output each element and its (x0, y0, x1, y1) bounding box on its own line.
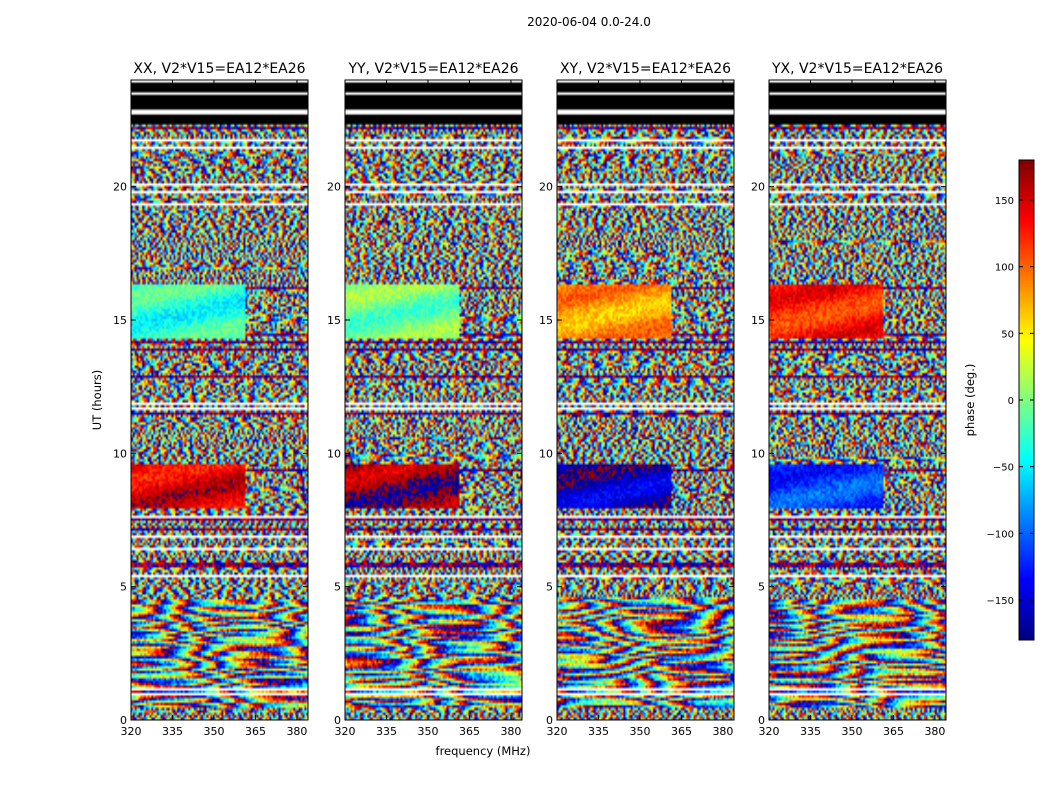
colorbar-tick-label: 100 (995, 263, 1014, 274)
x-tick-label: 350 (417, 725, 438, 738)
colorbar-gradient (1019, 160, 1034, 640)
x-axis-label: frequency (MHz) (436, 744, 531, 758)
colorbar-tick-label: 0 (1008, 396, 1014, 407)
x-tick-label: 365 (671, 725, 692, 738)
y-tick-label: 5 (334, 581, 341, 594)
x-tick-label: 380 (500, 725, 521, 738)
colorbar-tick-label: 50 (1001, 329, 1014, 340)
panel-frame (344, 79, 523, 721)
y-tick-label: 10 (327, 447, 341, 460)
x-tick-label: 365 (245, 725, 266, 738)
colorbar-tick-label: 150 (995, 196, 1014, 207)
x-tick-label: 380 (712, 725, 733, 738)
colorbar-tick-label: −150 (987, 596, 1014, 607)
panel-title: YY, V2*V15=EA12*EA26 (347, 61, 518, 77)
panel-yy: YY, V2*V15=EA12*EA26 320 335 350 365 380 0 5 10 1… (327, 61, 523, 738)
x-tick-label: 365 (883, 725, 904, 738)
x-tick-label: 320 (759, 725, 780, 738)
panel-title: YX, V2*V15=EA12*EA26 (771, 61, 943, 77)
panel-frame (768, 79, 947, 721)
x-tick-label: 350 (841, 725, 862, 738)
y-tick-label: 0 (546, 714, 553, 727)
y-tick-label: 15 (539, 314, 553, 327)
y-tick-label: 0 (758, 714, 765, 727)
panels-group: XX, V2*V15=EA12*EA26 320 335 350 365 380 0 5 10 1… (113, 61, 947, 738)
y-tick-label: 15 (327, 314, 341, 327)
y-tick-label: 5 (758, 581, 765, 594)
x-tick-label: 335 (162, 725, 183, 738)
y-tick-label: 20 (751, 181, 765, 194)
colorbar-label: phase (deg.) (963, 364, 977, 437)
y-tick-label: 10 (751, 447, 765, 460)
y-tick-label: 10 (113, 447, 127, 460)
x-tick-label: 350 (629, 725, 650, 738)
heatmap-image (131, 80, 308, 720)
panel-yx: YX, V2*V15=EA12*EA26 320 335 350 365 380 0 5 10 1… (751, 61, 947, 738)
figure-suptitle: 2020-06-04 0.0-24.0 (527, 15, 651, 29)
y-axis-label: UT (hours) (90, 370, 104, 430)
x-tick-label: 365 (459, 725, 480, 738)
y-tick-label: 20 (327, 181, 341, 194)
panel-title: XY, V2*V15=EA12*EA26 (560, 61, 731, 77)
colorbar-tick-label: −50 (993, 463, 1014, 474)
colorbar-tick-label: −100 (987, 529, 1014, 540)
heatmap-image (557, 80, 734, 720)
x-tick-label: 335 (800, 725, 821, 738)
x-tick-label: 320 (335, 725, 356, 738)
y-tick-label: 15 (751, 314, 765, 327)
x-tick-label: 335 (588, 725, 609, 738)
heatmap-image (769, 80, 946, 720)
y-tick-label: 10 (539, 447, 553, 460)
x-tick-label: 335 (376, 725, 397, 738)
y-tick-label: 20 (539, 181, 553, 194)
panel-frame (130, 79, 309, 721)
panel-xx: XX, V2*V15=EA12*EA26 320 335 350 365 380 0 5 10 1… (113, 61, 309, 738)
x-tick-label: 320 (121, 725, 142, 738)
y-tick-label: 5 (546, 581, 553, 594)
panel-frame (556, 79, 735, 721)
panel-xy: XY, V2*V15=EA12*EA26 320 335 350 365 380 0 5 10 1… (539, 61, 735, 738)
x-tick-label: 320 (547, 725, 568, 738)
y-tick-label: 5 (120, 581, 127, 594)
y-tick-label: 0 (120, 714, 127, 727)
x-tick-label: 380 (924, 725, 945, 738)
y-tick-label: 20 (113, 181, 127, 194)
x-tick-label: 350 (203, 725, 224, 738)
panel-title: XX, V2*V15=EA12*EA26 (133, 61, 305, 77)
y-tick-label: 15 (113, 314, 127, 327)
x-tick-label: 380 (286, 725, 307, 738)
y-tick-label: 0 (334, 714, 341, 727)
colorbar: 150 100 50 0 −50 −100 −150 (987, 159, 1035, 641)
heatmap-image (345, 80, 522, 720)
